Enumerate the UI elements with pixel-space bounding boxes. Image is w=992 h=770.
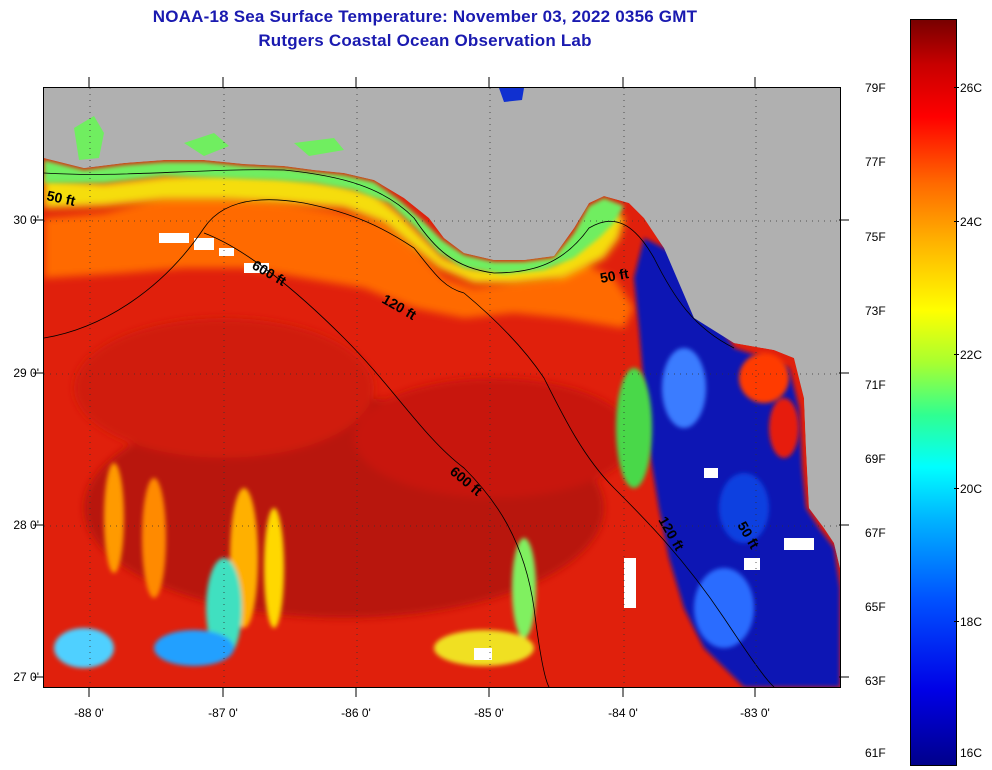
- bathymetry-contours: [44, 169, 775, 687]
- lon-label: -88 0': [74, 706, 104, 720]
- colorbar-tick: [954, 87, 959, 88]
- colorbar-f-label: 73F: [865, 304, 886, 318]
- colorbar-f-label: 75F: [865, 230, 886, 244]
- cold-water-patches: [616, 348, 799, 648]
- cloud-streaks: [54, 463, 536, 668]
- colorbar-f-label: 77F: [865, 155, 886, 169]
- lat-label: 28 0': [13, 518, 39, 532]
- colorbar-c-label: 22C: [960, 348, 983, 362]
- chart-subtitle: Rutgers Coastal Ocean Observation Lab: [258, 31, 592, 50]
- lon-label: -87 0': [208, 706, 238, 720]
- nearshore-green: [44, 160, 624, 274]
- cloud-specks: [159, 233, 814, 660]
- colorbar-tick: [954, 488, 959, 489]
- colorbar-f-label: 65F: [865, 600, 886, 614]
- lat-label: 27 0': [13, 670, 39, 684]
- lon-label: -83 0': [740, 706, 770, 720]
- colorbar-f-label: 79F: [865, 81, 886, 95]
- contour-label: 50 ft: [45, 187, 77, 209]
- chart-title: NOAA-18 Sea Surface Temperature: Novembe…: [152, 7, 698, 26]
- colorbar-c-label: 16C: [960, 746, 983, 760]
- lon-label: -86 0': [341, 706, 371, 720]
- lat-label: 29 0': [13, 366, 39, 380]
- sst-map: 50 ft 600 ft 120 ft 50 ft 600 ft 120 ft …: [43, 87, 841, 688]
- contour-label: 50 ft: [599, 265, 630, 286]
- colorbar-f-label: 69F: [865, 452, 886, 466]
- colorbar-c-label: 18C: [960, 615, 983, 629]
- colorbar-f-label: 67F: [865, 526, 886, 540]
- colorbar-tick: [954, 221, 959, 222]
- colorbar-f-label: 71F: [865, 378, 886, 392]
- shelf-warm-band: [44, 198, 634, 328]
- coastal-cool-strip: [44, 173, 624, 283]
- bays: [74, 88, 524, 160]
- lat-label: 30 0': [13, 213, 39, 227]
- colorbar-c-label: 20C: [960, 482, 983, 496]
- colorbar-f-label: 63F: [865, 674, 886, 688]
- colorbar-c-label: 26C: [960, 81, 983, 95]
- colorbar-tick: [954, 354, 959, 355]
- graticule: [44, 88, 840, 687]
- sst-map-image: 50 ft 600 ft 120 ft 50 ft 600 ft 120 ft …: [44, 88, 840, 687]
- lon-label: -84 0': [608, 706, 638, 720]
- colorbar-c-label: 24C: [960, 215, 983, 229]
- colorbar-tick: [954, 621, 959, 622]
- land-mass: [44, 88, 840, 568]
- colorbar-f-label: 61F: [865, 746, 886, 760]
- lon-label: -85 0': [474, 706, 504, 720]
- temperature-colorbar: [910, 19, 957, 766]
